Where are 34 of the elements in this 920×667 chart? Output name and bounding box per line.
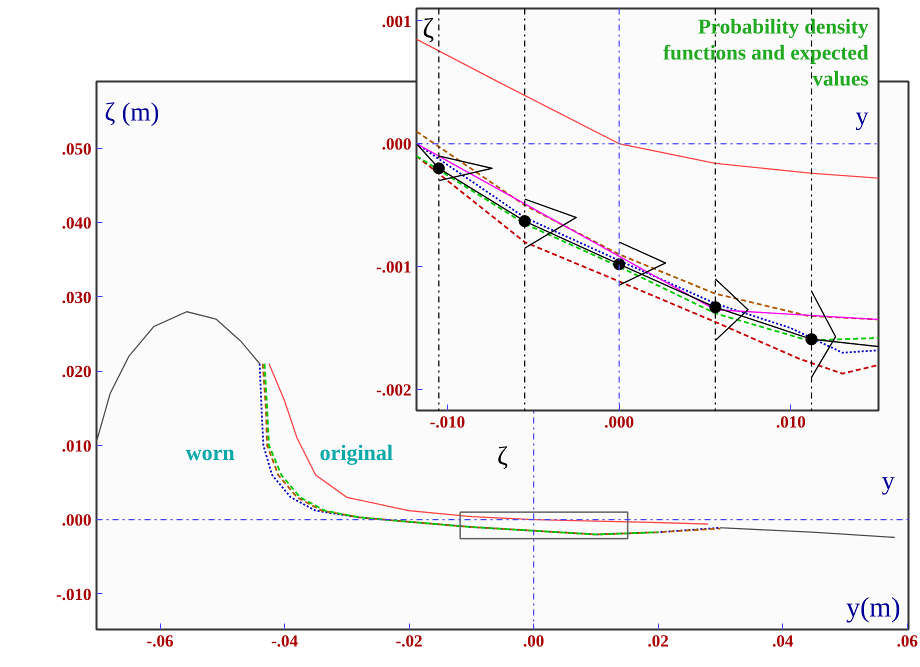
y-tick-label: -.001: [376, 258, 412, 277]
x-tick-label: .00: [523, 632, 544, 650]
point: [709, 301, 722, 314]
y-tick-label: .000: [382, 134, 412, 154]
annotation: original: [320, 440, 394, 466]
y-tick-label: .040: [62, 214, 92, 233]
x-tick-label: .010: [776, 412, 806, 432]
annotation: y: [882, 466, 895, 496]
x-tick-label: .06: [896, 632, 918, 650]
x-tick-label: -.06: [146, 632, 174, 650]
point: [518, 215, 531, 228]
annotation: ζ: [497, 442, 508, 471]
x-tick-label: -.02: [396, 632, 423, 650]
y-tick-label: .050: [62, 139, 92, 158]
x-tick-label: -.04: [271, 632, 299, 650]
y-axis-title: ζ (m): [104, 98, 160, 126]
x-tick-label: -.010: [430, 412, 466, 432]
y-tick-label: .020: [62, 362, 92, 382]
y-tick-label: -.002: [376, 380, 412, 400]
x-tick-label: .000: [604, 412, 634, 432]
y-tick-label: .010: [62, 436, 92, 456]
x-tick-label: .02: [648, 632, 669, 650]
line-series: [96, 311, 260, 442]
y-tick-label: .001: [382, 12, 412, 31]
y-tick-label: .000: [62, 510, 92, 530]
y-tick-label: -.010: [56, 584, 92, 604]
y-tick-label: .030: [62, 288, 92, 307]
annotation: worn: [186, 440, 235, 466]
annotation: Probability density functions and expected values: [663, 14, 869, 90]
point: [806, 333, 818, 346]
x-tick-label: .04: [772, 632, 794, 650]
annotation: y: [856, 102, 868, 130]
x-axis-title: y(m): [846, 592, 901, 624]
y-axis-title: ζ: [422, 14, 434, 44]
